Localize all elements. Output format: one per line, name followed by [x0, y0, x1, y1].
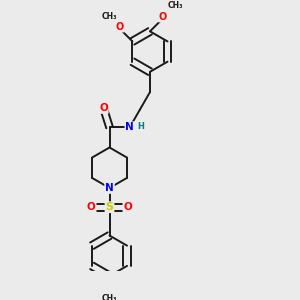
Text: H: H — [137, 122, 144, 130]
Text: N: N — [105, 183, 114, 193]
Text: O: O — [99, 103, 108, 113]
Text: O: O — [87, 202, 96, 212]
Text: O: O — [123, 202, 132, 212]
Text: CH₃: CH₃ — [102, 11, 118, 20]
Text: S: S — [106, 202, 113, 212]
Text: O: O — [159, 12, 167, 22]
Text: CH₃: CH₃ — [168, 2, 183, 10]
Text: O: O — [116, 22, 124, 32]
Text: N: N — [125, 122, 134, 132]
Text: CH₃: CH₃ — [102, 294, 117, 300]
